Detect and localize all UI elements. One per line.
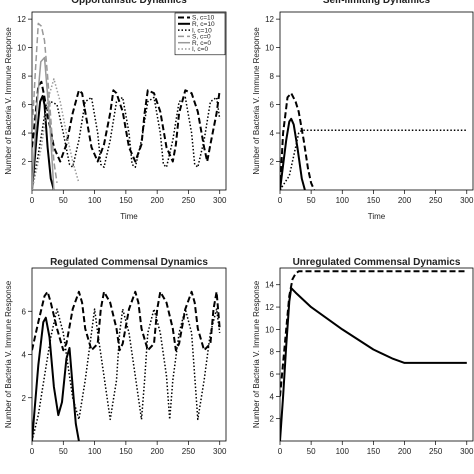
x-tick-label: 150	[367, 196, 381, 205]
y-tick-label: 12	[17, 15, 26, 24]
x-tick-label: 100	[336, 196, 350, 205]
legend-label: S, c=10	[192, 15, 215, 22]
panel-3: Regulated Commensal Dynamics 0 50 100 150 200…	[4, 257, 227, 456]
chart-title: Regulated Commensal Dynamics	[50, 257, 208, 268]
x-axis-label: Time	[120, 212, 138, 221]
x-tick-label: 150	[367, 447, 381, 456]
legend-box	[174, 12, 226, 56]
y-axis-label: Number of Bacteria V. Immune Response	[252, 280, 261, 428]
legend-label: I, c=0	[192, 46, 208, 53]
x-tick-label: 0	[278, 447, 283, 456]
series-line-1	[32, 80, 221, 163]
legend-label: R, c=0	[192, 40, 211, 47]
y-tick-label: 2	[22, 158, 27, 167]
y-axis-label: Number of Bacteria V. Immune Response	[4, 27, 13, 175]
legend-label: I, c=10	[192, 27, 212, 34]
x-axis-label: Time	[368, 212, 386, 221]
series-line-1	[280, 270, 467, 397]
y-tick-label: 6	[270, 101, 275, 110]
x-tick-label: 100	[88, 447, 102, 456]
series-line-2	[32, 316, 80, 441]
plot-frame	[31, 11, 227, 191]
x-tick-label: 100	[88, 196, 102, 205]
x-tick-label: 0	[30, 196, 35, 205]
x-tick-label: 200	[398, 447, 412, 456]
x-tick-label: 250	[429, 447, 443, 456]
series-line-3	[32, 308, 221, 441]
series-line-2	[32, 95, 55, 190]
x-tick-label: 300	[460, 447, 474, 456]
x-tick-label: 50	[59, 447, 68, 456]
x-tick-label: 250	[429, 196, 443, 205]
y-tick-label: 8	[270, 72, 275, 81]
plot-frame	[279, 11, 474, 191]
y-tick-label: 8	[270, 348, 275, 357]
x-tick-label: 150	[119, 447, 133, 456]
y-tick-label: 6	[22, 307, 27, 316]
y-tick-label: 6	[270, 370, 275, 379]
y-tick-label: 14	[265, 281, 274, 290]
chart-title: Unregulated Commensal Dynamics	[293, 257, 461, 268]
y-tick-label: 2	[270, 158, 275, 167]
legend: S, c=10R, c=10I, c=10S, c=0R, c=0I, c=0	[174, 12, 226, 56]
x-tick-label: 300	[213, 447, 227, 456]
series-line-2	[280, 287, 467, 441]
x-tick-label: 200	[398, 196, 412, 205]
y-tick-label: 8	[22, 72, 27, 81]
x-tick-label: 0	[30, 447, 35, 456]
panel-2: Self-limiting Dynamics 0 50 100 150 200 250 300…	[252, 0, 474, 221]
x-tick-label: 0	[278, 196, 283, 205]
series-line-3	[280, 129, 467, 190]
legend-label: S, c=0	[192, 34, 211, 41]
x-tick-label: 300	[213, 196, 227, 205]
x-tick-label: 200	[150, 447, 164, 456]
y-tick-label: 2	[270, 415, 275, 424]
y-tick-label: 10	[265, 44, 274, 53]
y-axis-label: Number of Bacteria V. Immune Response	[4, 280, 13, 428]
x-tick-label: 50	[59, 196, 68, 205]
series-line-4	[32, 22, 58, 184]
x-tick-label: 200	[150, 196, 164, 205]
y-tick-label: 6	[22, 101, 27, 110]
panel-1: Opportunistic Dynamics 0 50 100 150 200 250 300…	[4, 0, 227, 221]
plot-frame	[279, 267, 474, 442]
series-line-1	[280, 92, 316, 190]
chart-title: Self-limiting Dynamics	[323, 0, 431, 6]
series-line-6	[32, 78, 80, 190]
y-tick-label: 12	[265, 303, 274, 312]
panel-4: Unregulated Commensal Dynamics 0 50 100 150 2…	[252, 257, 474, 456]
x-tick-label: 50	[307, 447, 316, 456]
legend-label: R, c=10	[192, 21, 215, 28]
x-tick-label: 150	[119, 196, 133, 205]
series-line-5	[32, 56, 55, 190]
series-line-3	[32, 96, 221, 190]
y-tick-label: 4	[22, 351, 27, 360]
series-line-2	[280, 117, 306, 190]
y-tick-label: 2	[22, 394, 27, 403]
x-tick-label: 250	[182, 447, 196, 456]
x-tick-label: 50	[307, 196, 316, 205]
x-tick-label: 300	[460, 196, 474, 205]
chart-title: Opportunistic Dynamics	[71, 0, 187, 6]
x-tick-label: 100	[336, 447, 350, 456]
x-tick-label: 250	[182, 196, 196, 205]
y-tick-label: 4	[22, 129, 27, 138]
y-tick-label: 10	[17, 44, 26, 53]
y-tick-label: 10	[265, 325, 274, 334]
y-tick-label: 12	[265, 15, 274, 24]
y-tick-label: 4	[270, 392, 275, 401]
y-axis-label: Number of Bacteria V. Immune Response	[252, 27, 261, 175]
y-tick-label: 4	[270, 129, 275, 138]
